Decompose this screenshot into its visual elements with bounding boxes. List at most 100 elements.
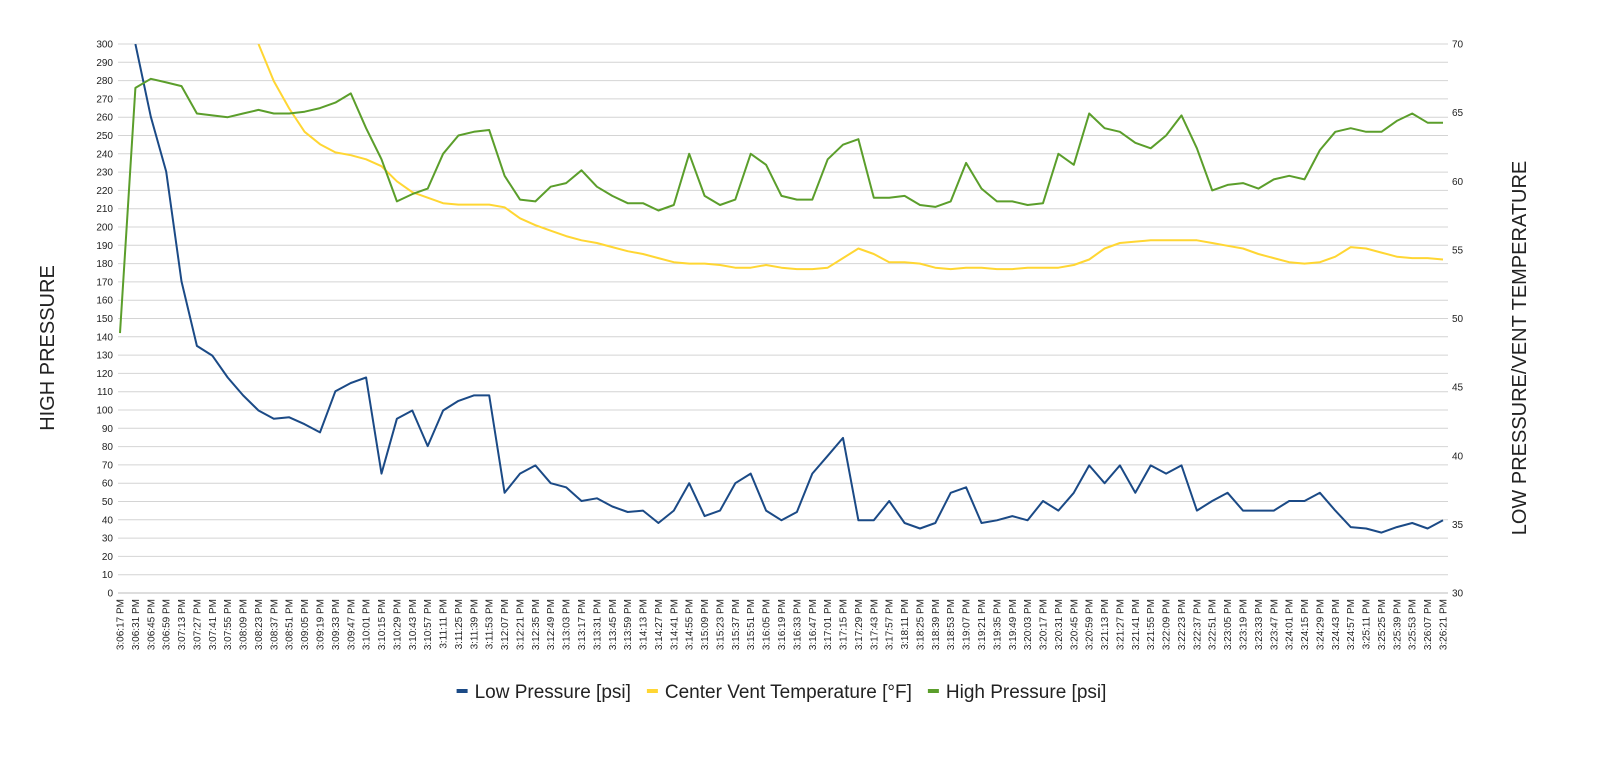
x-tick-label: 3:18:39 PM [931,599,942,650]
y2-tick-label: 45 [1452,383,1464,394]
y2-tick-label: 70 [1452,40,1464,51]
y-tick-label: 190 [96,241,113,252]
y2-tick-label: 65 [1452,108,1464,119]
x-tick-label: 3:11:25 PM [454,599,465,649]
y-tick-label: 40 [102,515,114,526]
x-tick-label: 3:15:09 PM [700,599,711,650]
x-tick-label: 3:06:45 PM [146,599,157,650]
x-tick-label: 3:18:25 PM [915,599,926,650]
x-tick-label: 3:25:53 PM [1408,599,1419,650]
x-tick-label: 3:22:37 PM [1192,599,1203,650]
y-tick-label: 280 [96,76,113,87]
x-tick-label: 3:19:35 PM [992,599,1003,650]
x-tick-label: 3:07:55 PM [223,599,234,650]
y-tick-label: 10 [102,570,114,581]
legend: Low Pressure [psi] Center Vent Temperatur… [456,682,1106,703]
y-tick-label: 270 [96,94,113,105]
x-tick-label: 3:17:57 PM [885,599,896,650]
x-tick-label: 3:13:31 PM [592,599,603,650]
x-tick-label: 3:25:39 PM [1392,599,1403,650]
x-tick-label: 3:21:13 PM [1100,599,1111,650]
x-tick-label: 3:17:29 PM [854,599,865,650]
y-tick-label: 90 [102,424,114,435]
x-tick-label: 3:09:33 PM [331,599,342,650]
x-tick-label: 3:16:47 PM [808,599,819,650]
x-tick-label: 3:20:03 PM [1023,599,1034,650]
x-tick-label: 3:25:25 PM [1377,599,1388,650]
x-tick-label: 3:23:05 PM [1223,599,1234,650]
x-tick-label: 3:22:23 PM [1177,599,1188,650]
x-tick-label: 3:19:49 PM [1008,599,1019,650]
x-tick-label: 3:14:55 PM [685,599,696,650]
x-tick-label: 3:23:19 PM [1239,599,1250,650]
x-tick-label: 3:06:59 PM [162,599,173,650]
legend-marker [456,689,468,693]
legend-marker [927,689,939,693]
x-tick-label: 3:14:41 PM [669,599,680,650]
y-tick-label: 260 [96,113,113,124]
x-tick-label: 3:10:57 PM [423,599,434,650]
x-tick-label: 3:17:01 PM [823,599,834,650]
x-tick-label: 3:26:21 PM [1439,599,1450,650]
x-tick-label: 3:20:31 PM [1054,599,1065,650]
y-tick-label: 180 [96,259,113,270]
y-tick-label: 160 [96,296,113,307]
y-tick-label: 210 [96,204,113,215]
series-line [134,44,1444,534]
x-tick-label: 3:23:47 PM [1269,599,1280,650]
legend-label: Low Pressure [psi] [475,682,631,703]
y-tick-label: 20 [102,552,114,563]
x-tick-label: 3:15:23 PM [715,599,726,650]
x-tick-label: 3:13:17 PM [577,599,588,650]
x-tick-label: 3:10:29 PM [392,599,403,650]
x-tick-label: 3:26:07 PM [1423,599,1434,650]
y-tick-label: 150 [96,314,113,325]
y-tick-label: 300 [96,40,113,51]
x-tick-label: 3:06:31 PM [131,599,142,650]
x-tick-label: 3:24:29 PM [1315,599,1326,650]
x-tick-label: 3:12:07 PM [500,599,511,650]
x-tick-label: 3:24:15 PM [1300,599,1311,650]
x-tick-label: 3:11:11 PM [439,599,450,649]
x-tick-label: 3:16:05 PM [762,599,773,650]
x-tick-label: 3:24:01 PM [1285,599,1296,650]
x-tick-label: 3:15:37 PM [731,599,742,650]
x-tick-label: 3:21:27 PM [1115,599,1126,650]
x-tick-label: 3:09:05 PM [300,599,311,650]
y-tick-label: 50 [102,497,114,508]
x-tick-label: 3:10:43 PM [408,599,419,650]
x-tick-label: 3:22:51 PM [1208,599,1219,650]
x-tick-label: 3:14:27 PM [654,599,665,650]
x-tick-label: 3:12:35 PM [531,599,542,650]
x-tick-label: 3:10:01 PM [362,599,373,650]
y2-axis-title: LOW PRESSURE/VENT TEMPERATURE [1509,161,1531,536]
y-tick-label: 170 [96,277,113,288]
x-tick-label: 3:07:41 PM [208,599,219,650]
y-tick-label: 80 [102,442,114,453]
legend-marker [646,689,658,693]
y2-tick-label: 50 [1452,314,1464,325]
legend-label: Center Vent Temperature [°F] [665,682,912,703]
x-tick-label: 3:16:19 PM [777,599,788,650]
y-tick-label: 30 [102,534,114,545]
x-tick-label: 3:07:13 PM [177,599,188,650]
x-tick-label: 3:13:03 PM [562,599,573,650]
x-tick-label: 3:09:47 PM [346,599,357,650]
x-tick-label: 3:18:53 PM [946,599,957,650]
series-line [119,77,1443,334]
x-tick-label: 3:21:41 PM [1131,599,1142,650]
y-tick-label: 220 [96,186,113,197]
y-tick-label: 200 [96,223,113,234]
x-tick-label: 3:08:37 PM [269,599,280,650]
x-tick-label: 3:11:53 PM [485,599,496,649]
x-tick-label: 3:25:11 PM [1362,599,1373,649]
x-tick-label: 3:08:09 PM [239,599,250,650]
x-tick-label: 3:07:27 PM [192,599,203,650]
y2-tick-label: 60 [1452,177,1464,188]
x-tick-label: 3:15:51 PM [746,599,757,650]
x-tick-label: 3:20:45 PM [1069,599,1080,650]
y-tick-label: 70 [102,460,114,471]
y-tick-label: 100 [96,406,113,417]
x-tick-label: 3:12:49 PM [546,599,557,650]
